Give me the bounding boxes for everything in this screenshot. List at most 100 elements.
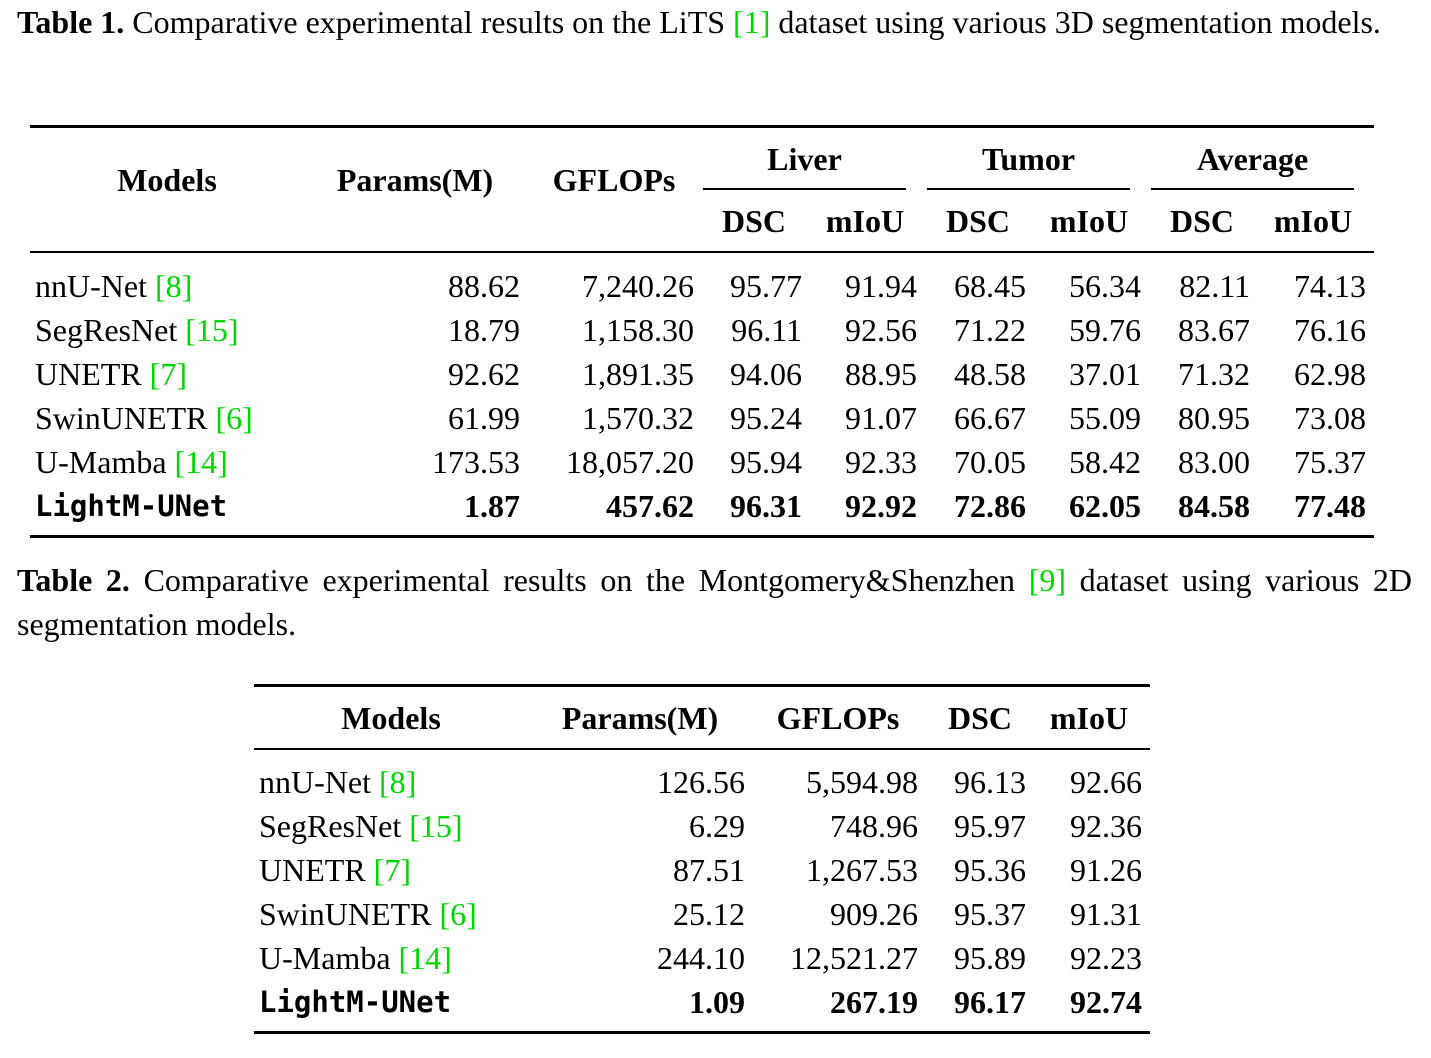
table1-tumor-miou-cell: 56.34	[1069, 268, 1141, 304]
table1-tumor-cmidrule	[927, 188, 1130, 190]
table2-caption-ref[interactable]: [9]	[1028, 562, 1066, 598]
table1-avg-miou-cell: 77.48	[1294, 488, 1366, 524]
table2-miou-cell: 91.31	[1070, 896, 1142, 932]
model-name: U-Mamba	[35, 444, 175, 480]
citation-link[interactable]: [8]	[154, 268, 193, 304]
table1-liver-dsc-cell: 95.77	[730, 268, 802, 304]
table2-dsc-cell: 95.97	[954, 808, 1026, 844]
table1-params-cell: 173.53	[432, 444, 520, 480]
citation-link[interactable]: [8]	[378, 764, 417, 800]
table1-caption-text-end: dataset using various 3D segmentation mo…	[770, 4, 1381, 40]
citation-link[interactable]: [14]	[174, 444, 228, 480]
table1-liver-miou-cell: 92.56	[845, 312, 917, 348]
citation-link[interactable]: [7]	[149, 356, 187, 392]
table2-params-cell: 126.56	[657, 764, 745, 800]
table1-header-average: Average	[1196, 141, 1309, 177]
model-name-cell: SwinUNETR [6]	[259, 894, 477, 934]
table1-liver-dsc-cell: 96.11	[731, 312, 802, 348]
table2-miou-cell: 91.26	[1070, 852, 1142, 888]
model-name: U-Mamba	[259, 940, 399, 976]
table2-gflops-cell: 1,267.53	[806, 852, 918, 888]
model-name: UNETR	[35, 356, 150, 392]
model-name-cell: U-Mamba [14]	[35, 442, 228, 482]
model-name-cell: nnU-Net [8]	[35, 266, 192, 306]
table1-avg-miou-cell: 75.37	[1294, 444, 1366, 480]
model-name: UNETR	[259, 852, 374, 888]
table1-params-cell: 88.62	[448, 268, 520, 304]
table1-top-rule	[30, 125, 1374, 128]
table2-caption-text-end: dataset using various 2D segmentation mo…	[17, 562, 1413, 642]
table1-header-average-dsc: DSC	[1169, 203, 1234, 239]
citation-link[interactable]: [6]	[439, 896, 477, 932]
table1-tumor-miou-cell: 58.42	[1069, 444, 1141, 480]
table1-avg-dsc-cell: 84.58	[1178, 488, 1250, 524]
table2-dsc-cell: 96.17	[954, 984, 1026, 1020]
table1-avg-miou-cell: 62.98	[1294, 356, 1366, 392]
model-name: SwinUNETR	[259, 896, 440, 932]
model-name: SegResNet	[35, 312, 186, 348]
table1-avg-miou-cell: 73.08	[1294, 400, 1366, 436]
citation-link[interactable]: [7]	[373, 852, 411, 888]
table2-caption-label: Table 2.	[17, 562, 130, 598]
table1-liver-dsc-cell: 94.06	[730, 356, 802, 392]
model-name-cell: UNETR [7]	[35, 354, 187, 394]
table2-caption-text: Comparative experimental results on the …	[129, 562, 1029, 598]
table2-miou-cell: 92.36	[1070, 808, 1142, 844]
citation-link[interactable]: [15]	[185, 312, 239, 348]
table1-liver-miou-cell: 91.94	[845, 268, 917, 304]
table1-liver-dsc-cell: 95.94	[730, 444, 802, 480]
table1-params-cell: 92.62	[448, 356, 520, 392]
table2-dsc-cell: 96.13	[954, 764, 1026, 800]
table1-liver-miou-cell: 92.92	[845, 488, 917, 524]
model-name: LightM-UNet	[35, 489, 228, 523]
model-name-cell: LightM-UNet	[259, 982, 451, 1022]
citation-link[interactable]: [14]	[398, 940, 452, 976]
table1-header-liver: Liver	[767, 141, 842, 177]
table1-mid-rule	[30, 251, 1374, 253]
table1-liver-miou-cell: 91.07	[845, 400, 917, 436]
table2-header-gflops: GFLOPs	[776, 700, 900, 736]
table2-mid-rule	[254, 748, 1150, 750]
model-name-cell: LightM-UNet	[35, 486, 227, 526]
table1-tumor-dsc-cell: 66.67	[954, 400, 1026, 436]
table1-tumor-miou-cell: 59.76	[1069, 312, 1141, 348]
table1-avg-dsc-cell: 82.11	[1179, 268, 1250, 304]
table1-tumor-dsc-cell: 71.22	[954, 312, 1026, 348]
table2-caption: Table 2. Comparative experimental result…	[17, 558, 1412, 646]
model-name: nnU-Net	[35, 268, 155, 304]
table1-avg-miou-cell: 74.13	[1294, 268, 1366, 304]
table1-avg-dsc-cell: 71.32	[1178, 356, 1250, 392]
table1-tumor-dsc-cell: 72.86	[954, 488, 1026, 524]
table2-gflops-cell: 909.26	[830, 896, 918, 932]
table1-header-models: Models	[117, 162, 217, 198]
table1-header-params: Params(M)	[336, 162, 494, 198]
table2-header-params: Params(M)	[561, 700, 719, 736]
table1-liver-dsc-cell: 96.31	[730, 488, 802, 524]
table1-header-average-miou: mIoU	[1273, 203, 1353, 239]
citation-link[interactable]: [6]	[215, 400, 253, 436]
table1-tumor-miou-cell: 55.09	[1069, 400, 1141, 436]
model-name: SwinUNETR	[35, 400, 216, 436]
table1-caption-ref[interactable]: [1]	[733, 4, 771, 40]
table1-tumor-miou-cell: 62.05	[1069, 488, 1141, 524]
model-name: nnU-Net	[259, 764, 379, 800]
table1-params-cell: 1.87	[464, 488, 520, 524]
table1-header-gflops: GFLOPs	[552, 162, 676, 198]
table1-caption: Table 1. Comparative experimental result…	[17, 0, 1412, 44]
table2-gflops-cell: 5,594.98	[806, 764, 918, 800]
citation-link[interactable]: [15]	[409, 808, 463, 844]
table2-dsc-cell: 95.89	[954, 940, 1026, 976]
table1-params-cell: 61.99	[448, 400, 520, 436]
table1-gflops-cell: 18,057.20	[566, 444, 694, 480]
table1-params-cell: 18.79	[448, 312, 520, 348]
table2-gflops-cell: 12,521.27	[790, 940, 918, 976]
table1-tumor-dsc-cell: 48.58	[954, 356, 1026, 392]
table1-liver-miou-cell: 88.95	[845, 356, 917, 392]
table1-caption-text: Comparative experimental results on the …	[124, 4, 734, 40]
table2-params-cell: 87.51	[673, 852, 745, 888]
table1-header-liver-dsc: DSC	[721, 203, 786, 239]
table1-liver-dsc-cell: 95.24	[730, 400, 802, 436]
table2-params-cell: 244.10	[657, 940, 745, 976]
table2-header-models: Models	[341, 700, 441, 736]
table1-gflops-cell: 7,240.26	[582, 268, 694, 304]
